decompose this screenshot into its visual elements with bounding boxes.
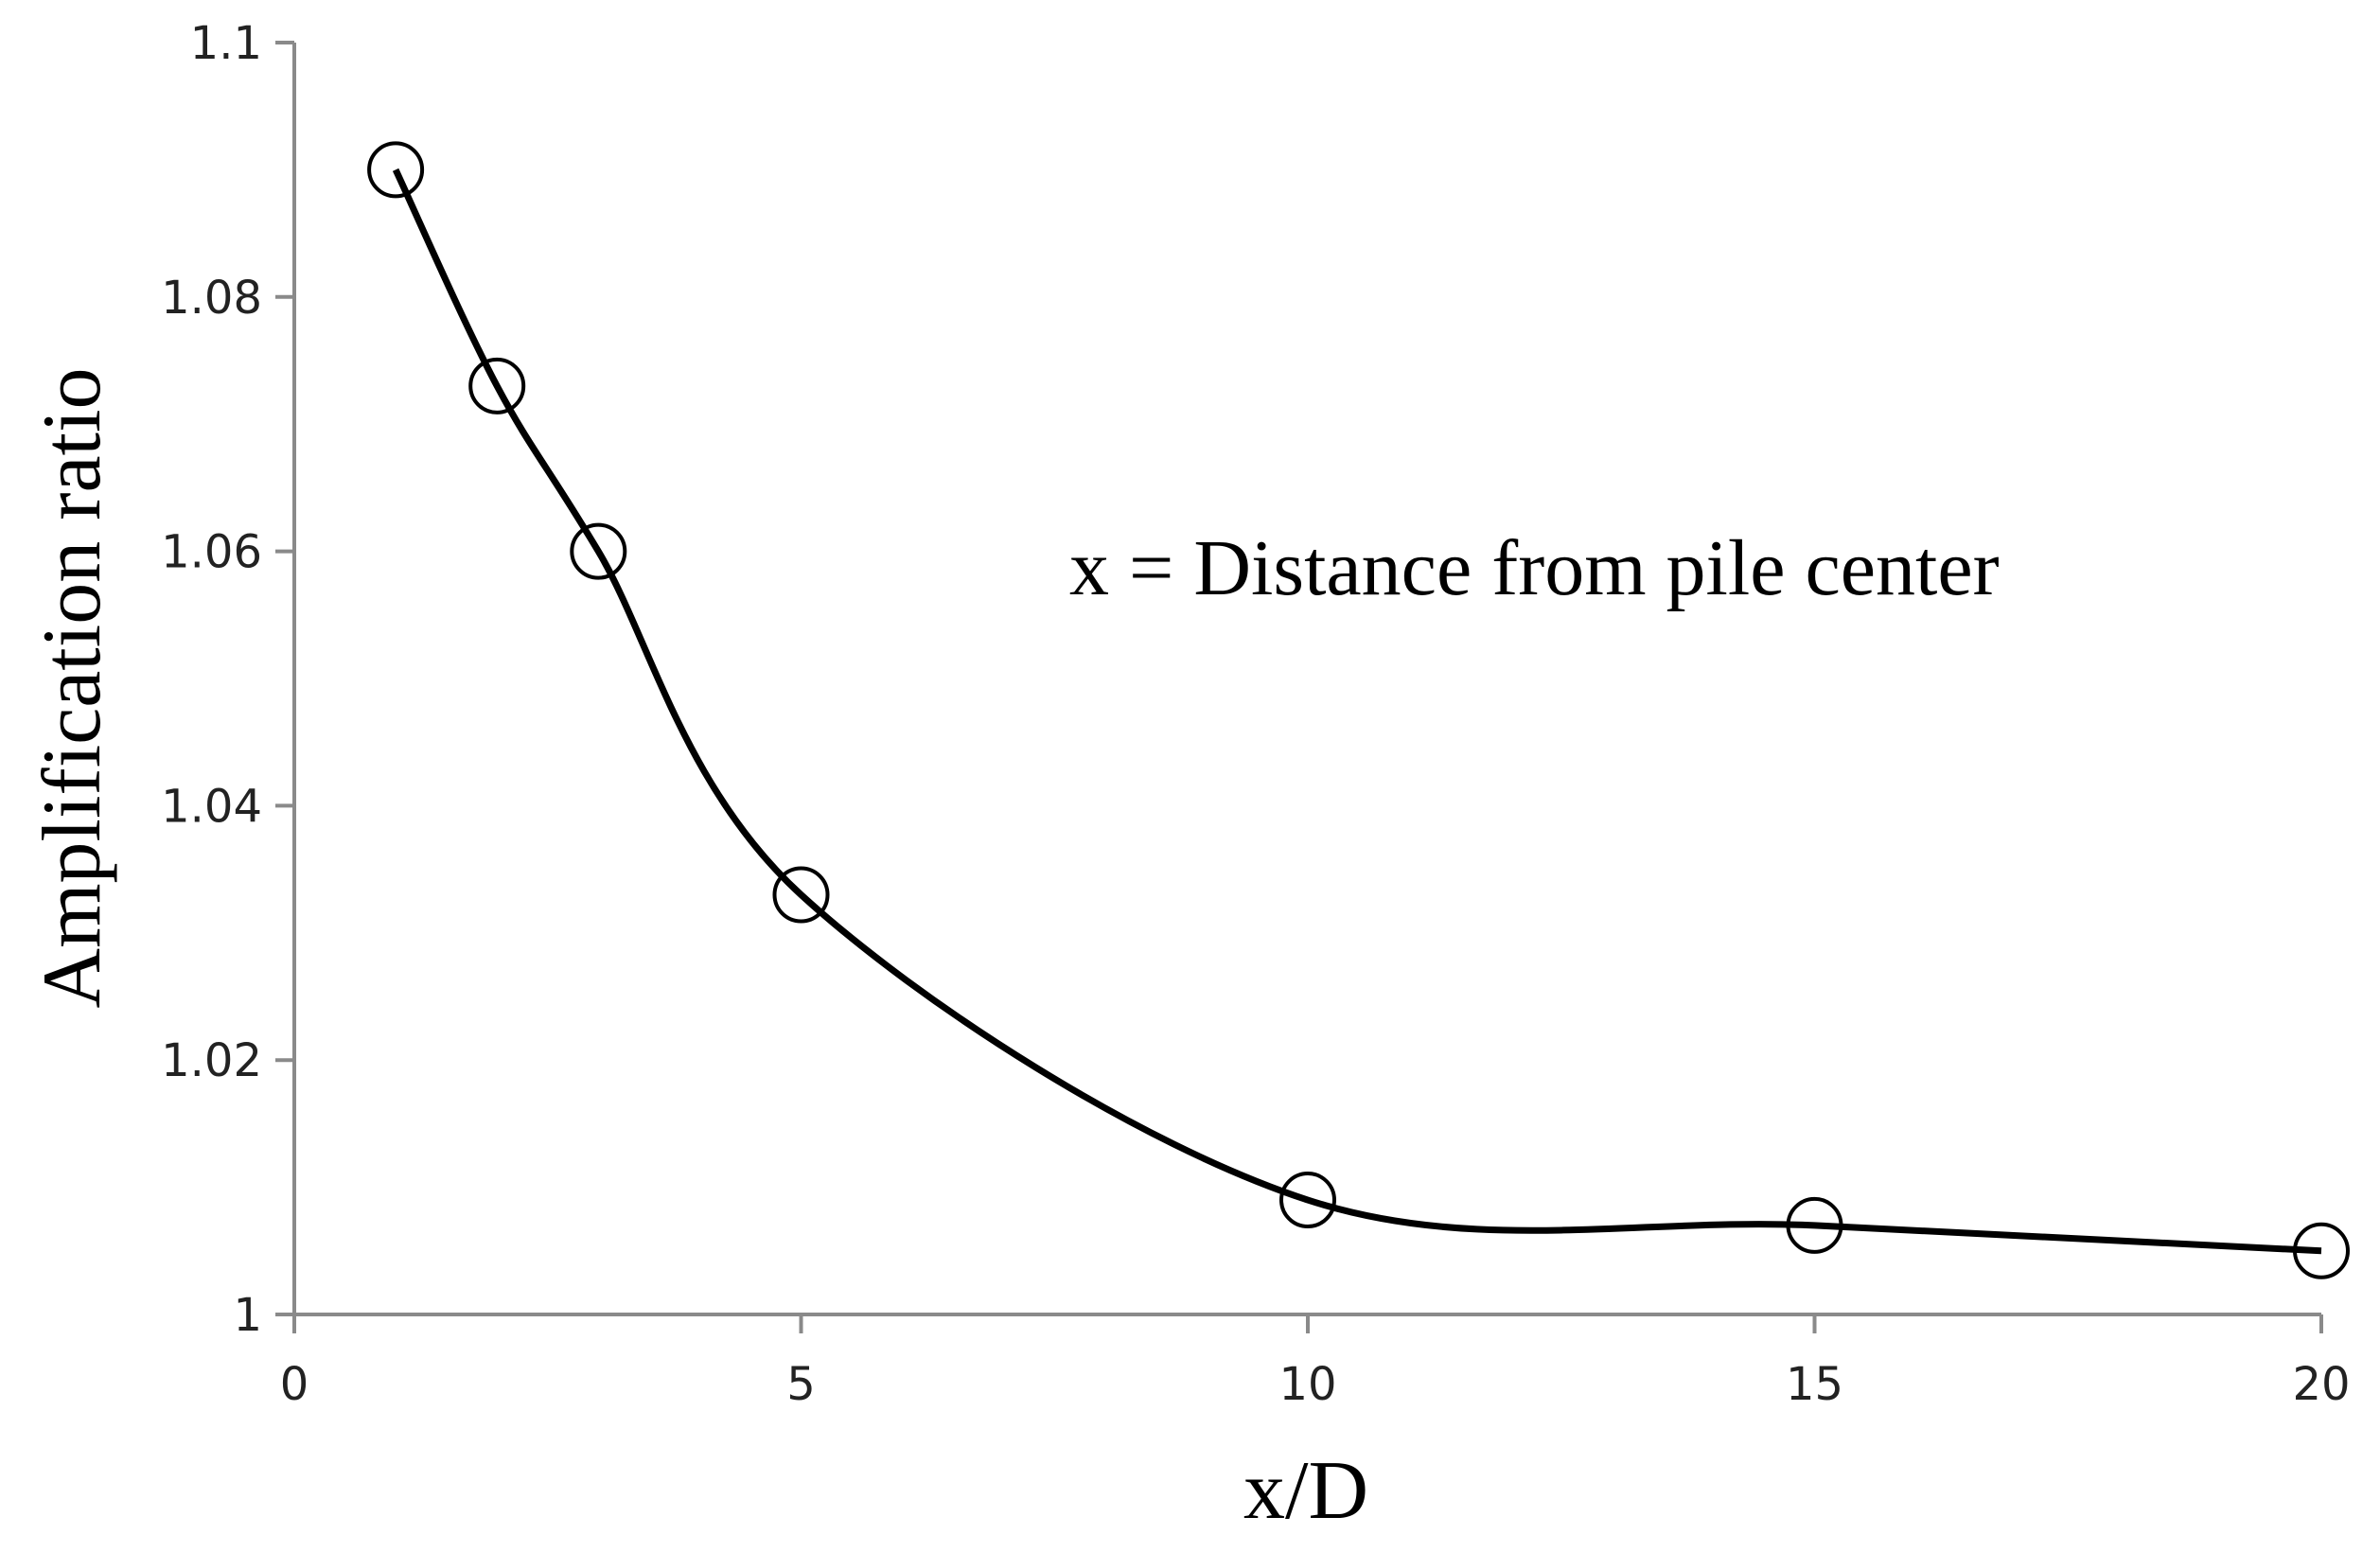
x-tick-label: 10	[1278, 1358, 1336, 1411]
data-point-marker	[570, 522, 627, 580]
data-point-marker	[1279, 1172, 1336, 1229]
x-tick-label: 0	[280, 1358, 309, 1411]
data-point-marker	[2293, 1222, 2350, 1279]
data-markers	[367, 141, 2350, 1279]
data-point-marker	[772, 866, 830, 924]
chart-annotation: x = Distance from pile center	[1069, 524, 2000, 612]
y-tick-label: 1.1	[190, 17, 262, 70]
y-tick-label: 1.02	[161, 1034, 262, 1087]
x-tick-label: 20	[2292, 1358, 2350, 1411]
data-point-marker	[1786, 1196, 1843, 1254]
y-tick-label: 1.04	[161, 780, 262, 833]
y-tick-label: 1.06	[161, 526, 262, 579]
y-tick-label: 1.08	[161, 272, 262, 325]
x-axis-ticks: 0 5 10 15 20	[280, 1314, 2351, 1411]
data-point-marker	[367, 141, 425, 199]
x-axis-title: x/D	[1243, 1445, 1368, 1537]
series-line	[392, 168, 2322, 1255]
x-tick-label: 15	[1786, 1358, 1843, 1411]
y-axis-title: Amplification ratio	[26, 368, 118, 1009]
y-axis-ticks: 1 1.02 1.04 1.06 1.08 1.1	[161, 17, 294, 1342]
x-tick-label: 5	[786, 1358, 816, 1411]
plot-area: 1 1.02 1.04 1.06 1.08 1.1 0 5 10 15 20	[161, 17, 2350, 1411]
data-point-marker	[468, 357, 526, 414]
y-tick-label: 1	[233, 1289, 262, 1342]
